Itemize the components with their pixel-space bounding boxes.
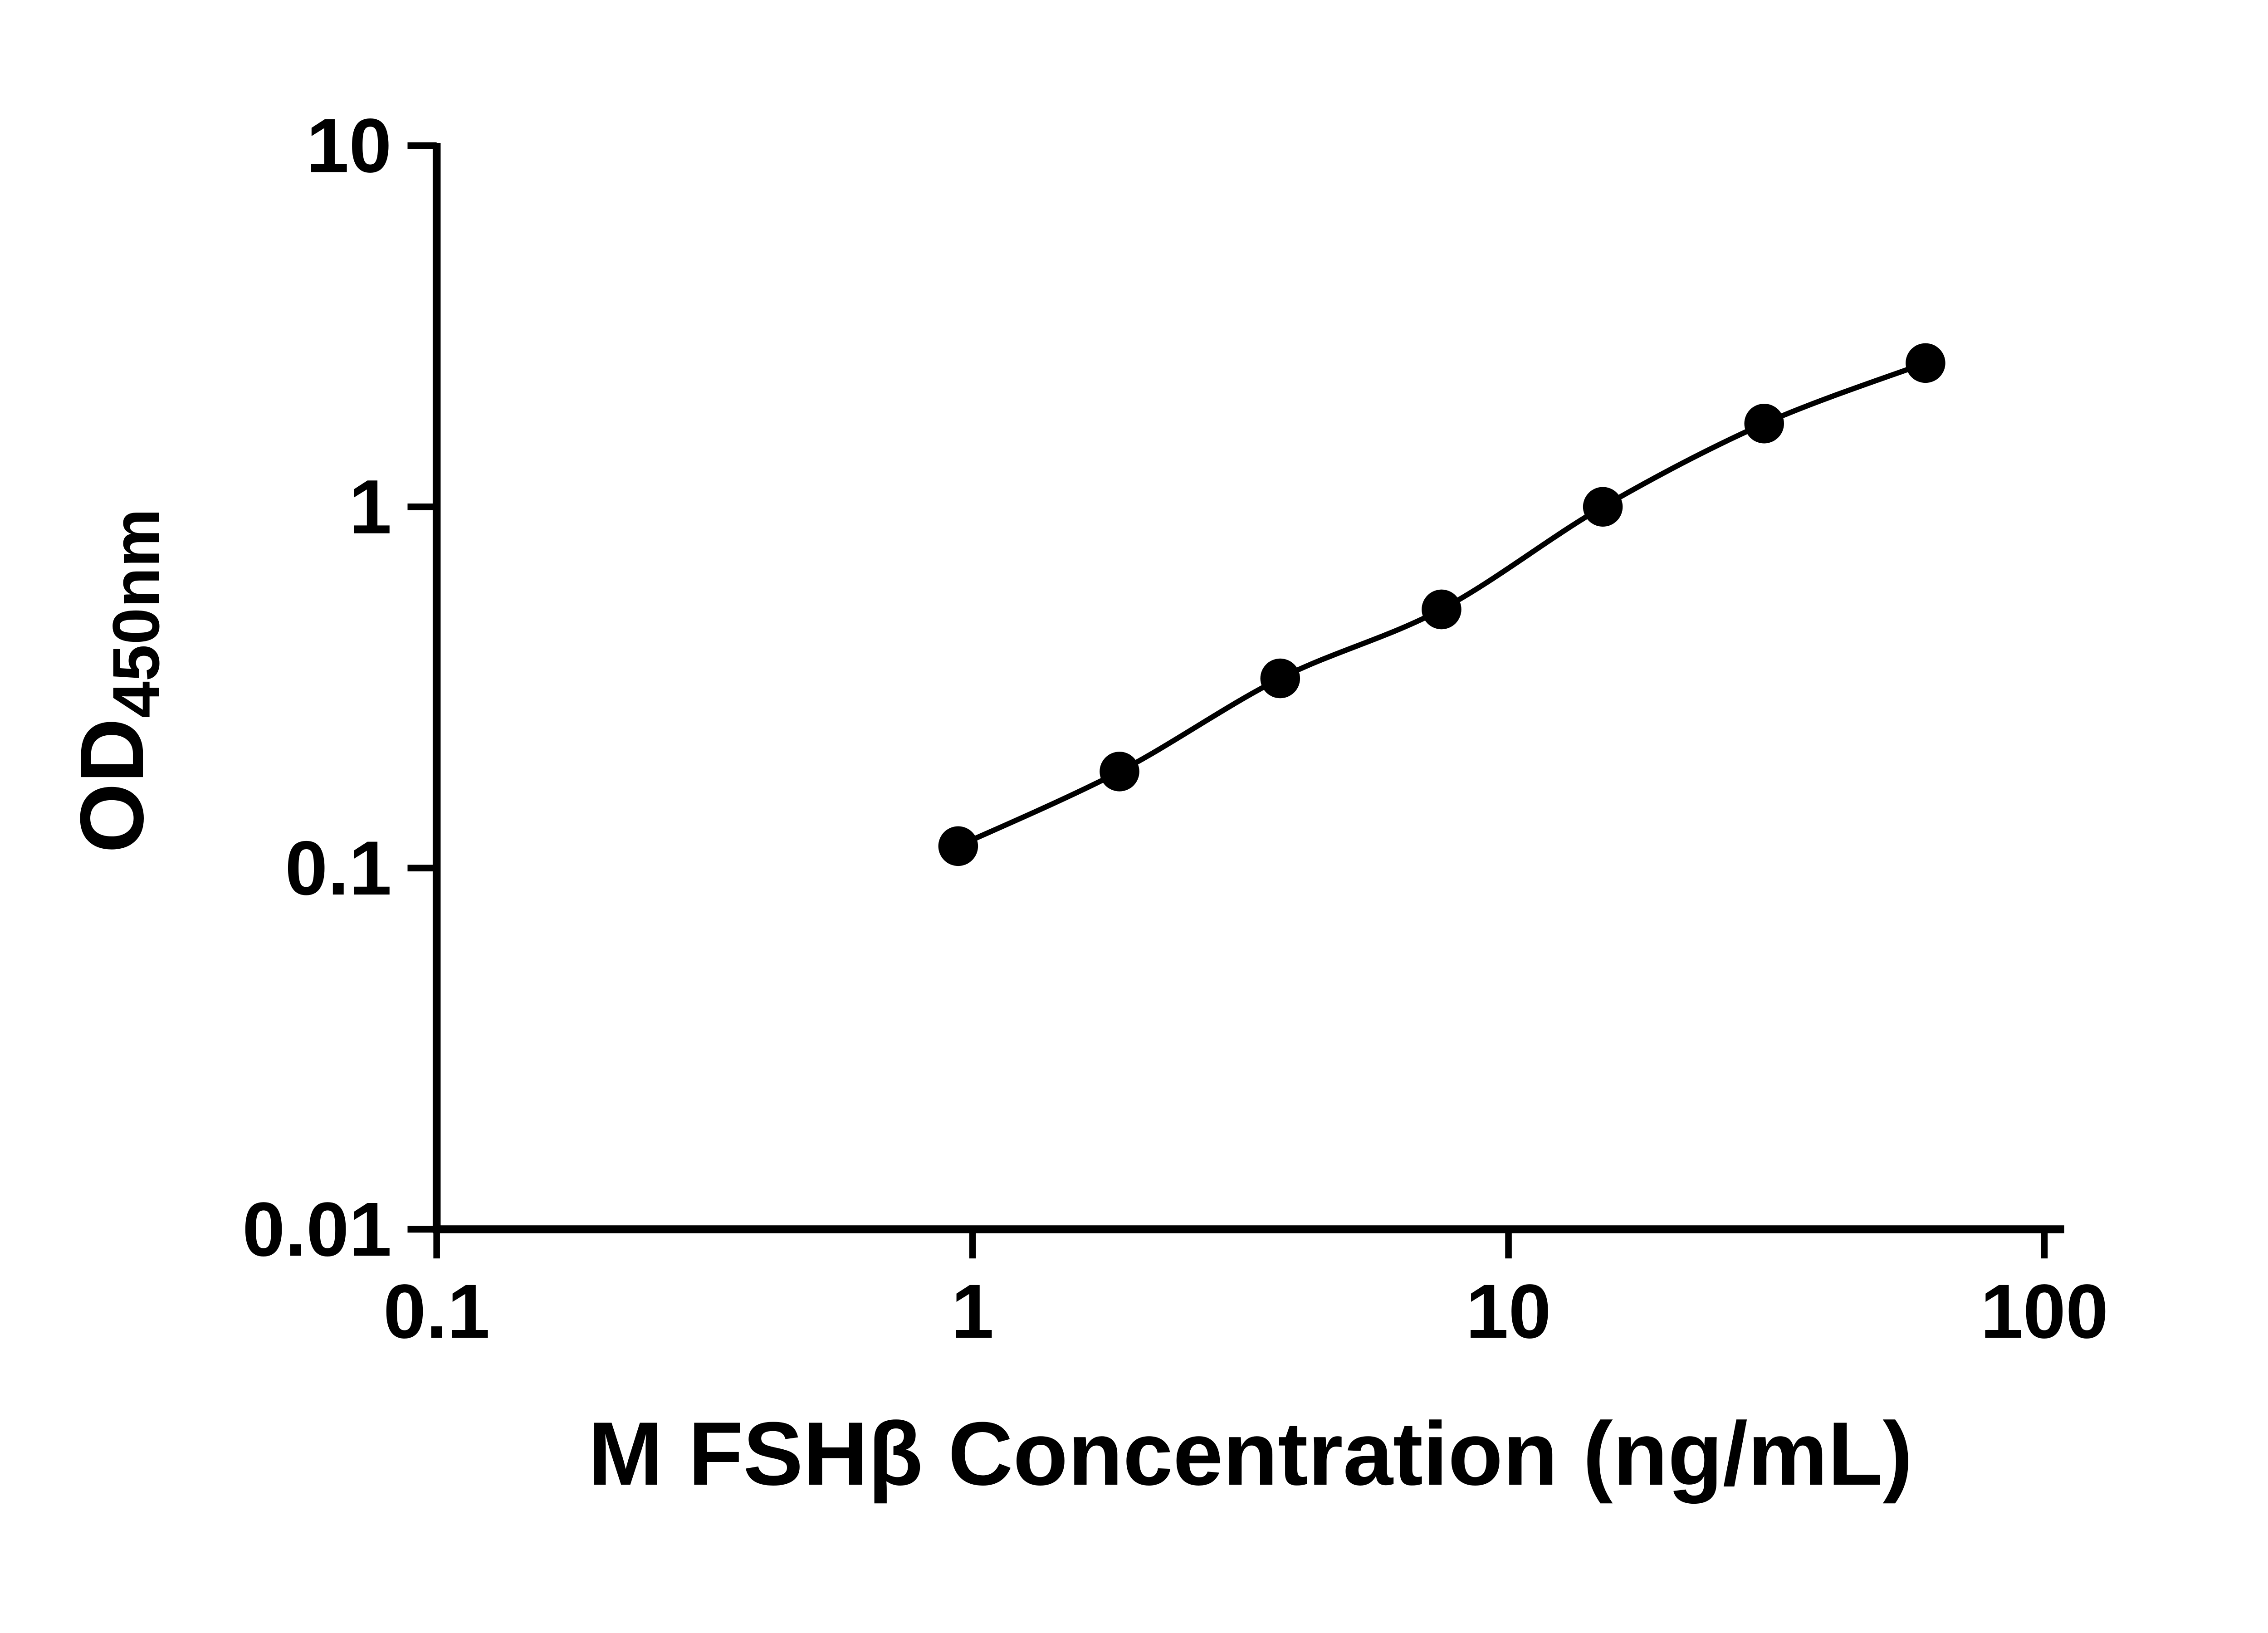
data-point [1260, 658, 1300, 699]
x-tick-label: 10 [1466, 1268, 1551, 1354]
data-point [1906, 343, 1945, 383]
y-axis-title: OD450nm [62, 508, 173, 853]
x-axis-title: M FSHβ Concentration (ng/mL) [588, 1403, 1913, 1504]
data-point [1744, 403, 1784, 444]
data-point [1422, 589, 1461, 630]
x-tick-label: 100 [1980, 1268, 2108, 1354]
x-tick-label: 0.1 [383, 1268, 490, 1354]
axis-spines [432, 143, 2064, 1233]
y-tick-label: 0.01 [242, 1186, 391, 1272]
data-point [1100, 752, 1139, 792]
standard-curve-figure: 0.1 1 10 100 0.01 0.1 1 10 M FSHβ Concentration … [62, 103, 2109, 1505]
y-tick-label: 10 [306, 103, 391, 188]
y-tick-label: 1 [349, 464, 391, 550]
y-tick-label: 0.1 [285, 825, 391, 911]
y-axis-title-main: OD [62, 718, 162, 853]
x-tick-label: 1 [951, 1268, 994, 1354]
y-axis-title-subscript: 450nm [99, 508, 173, 718]
data-point [938, 826, 978, 866]
data-point [1583, 487, 1623, 527]
